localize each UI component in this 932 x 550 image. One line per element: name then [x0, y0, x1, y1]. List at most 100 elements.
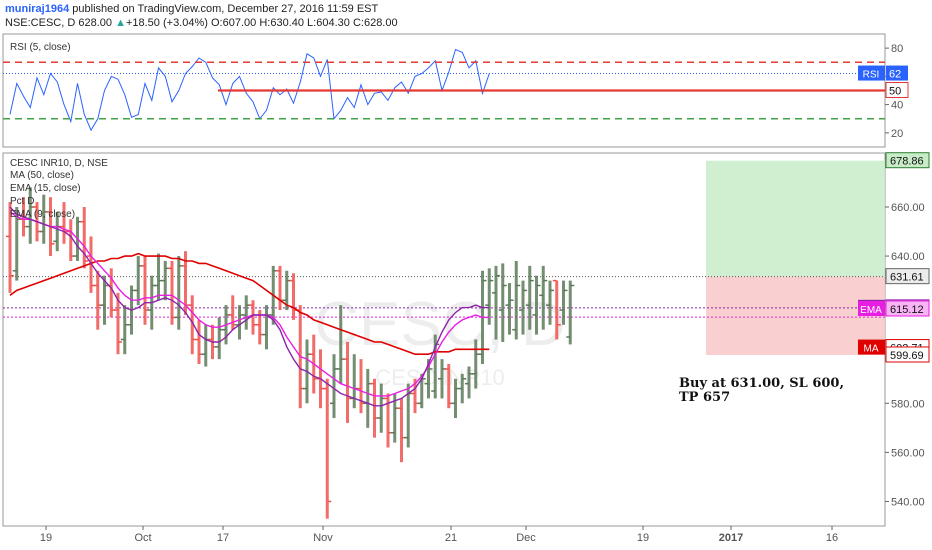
publish-line: muniraj1964 published on TradingView.com… [5, 3, 378, 15]
ohlc-bar[interactable] [242, 295, 251, 330]
ohlc-bar[interactable] [114, 292, 122, 355]
watermark-sub: CESC INR10 [375, 365, 505, 390]
bar-range [28, 187, 32, 244]
ohlc-bar[interactable] [174, 256, 183, 330]
bar-range [116, 292, 120, 355]
y-tick-label: 540.00 [891, 496, 925, 508]
ohlc-bar[interactable] [552, 279, 561, 340]
ohlc-bar[interactable] [492, 265, 500, 340]
high-label: H: [259, 17, 271, 29]
ema9-line [9, 206, 490, 407]
ohlc-bar[interactable] [505, 283, 514, 335]
ohlc-bar[interactable] [519, 280, 527, 335]
ohlc-bar[interactable] [6, 202, 14, 293]
bar-range [8, 202, 12, 293]
y-tick-label: 560.00 [891, 447, 925, 459]
price-change: +18.50 (+3.04%) [125, 17, 208, 29]
ohlc-bar[interactable] [532, 275, 541, 335]
price-label-stop: 599.69 [885, 346, 930, 363]
ohlc-bar[interactable] [525, 265, 534, 330]
ohlc-bar[interactable] [201, 324, 210, 367]
ohlc-bar[interactable] [120, 305, 129, 355]
rsi-title[interactable]: RSI (5, close) [10, 42, 71, 53]
bar-range [251, 300, 255, 335]
ohlc-bar[interactable] [458, 373, 467, 404]
x-tick-label: 21 [445, 532, 457, 544]
y-tick-label: 580.00 [891, 398, 925, 410]
ohlc-bar[interactable] [262, 305, 271, 350]
ohlc-bar[interactable] [195, 319, 203, 365]
y-tick-label: 660.00 [891, 202, 925, 214]
bar-range [433, 334, 437, 399]
low-value: 604.30 [316, 17, 350, 29]
bar-range [123, 305, 127, 355]
ohlc-bar[interactable] [377, 383, 386, 433]
x-tick-label: Nov [313, 532, 333, 544]
indicator-pctd[interactable]: Pct D [10, 196, 35, 207]
ohlc-bar[interactable] [289, 273, 298, 320]
price-label-tag-text: MA [864, 344, 879, 355]
indicator-ma[interactable]: MA (50, close) [10, 170, 74, 181]
bar-range [494, 265, 498, 340]
x-tick-label: 2017 [719, 532, 743, 544]
bar-range [231, 295, 235, 330]
indicator-ema9[interactable]: EMA (9, close) [10, 209, 76, 220]
bar-range [386, 393, 390, 448]
bar-range [170, 260, 174, 325]
bar-range [467, 366, 471, 399]
price-label-ema15: 615.12 EMA [858, 300, 930, 317]
ohlc-bar[interactable] [276, 265, 284, 311]
ohlc-bar[interactable] [424, 359, 433, 399]
indicator-ema15[interactable]: EMA (15, close) [10, 183, 81, 194]
ohlc-bar[interactable] [80, 206, 89, 269]
bar-range [366, 368, 370, 428]
rsi-midline-value: 50 [889, 86, 901, 98]
close-value: 628.00 [363, 17, 398, 29]
bar-range [89, 236, 93, 293]
bar-range [109, 268, 113, 318]
ohlc-bar[interactable] [188, 295, 197, 355]
bar-range [501, 263, 505, 342]
ohlc-bar[interactable] [498, 263, 507, 342]
rsi-tick-label: 80 [891, 43, 903, 55]
ohlc-bar[interactable] [161, 260, 170, 301]
watermark: CESC, D [314, 290, 565, 359]
ohlc-bar[interactable] [559, 280, 568, 325]
price-title[interactable]: CESC INR10, D, NSE [10, 158, 108, 169]
bar-range [521, 280, 525, 335]
ohlc-bar[interactable] [512, 260, 521, 340]
up-arrow-icon: ▲ [115, 17, 126, 29]
ohlc-bar[interactable] [93, 270, 102, 330]
ohlc-bar[interactable] [323, 378, 332, 519]
symbol-label[interactable]: NSE:CESC, D [5, 17, 76, 29]
ohlc-bar[interactable] [154, 253, 163, 301]
price-label-entry: 631.61 [885, 268, 930, 285]
ohlc-bar[interactable] [363, 368, 372, 428]
bar-range [568, 280, 572, 345]
rsi-badge-tag [858, 65, 885, 81]
ohlc-bar[interactable] [539, 265, 548, 330]
author-link[interactable]: muniraj1964 [5, 3, 70, 15]
last-price: 628.00 [78, 17, 113, 29]
ohlc-bar[interactable] [566, 280, 575, 345]
y-tick-label: 640.00 [891, 251, 925, 263]
price-label-box [885, 300, 930, 317]
price-label-value: 599.69 [890, 350, 924, 362]
bar-range [55, 211, 59, 252]
ohlc-bar[interactable] [168, 260, 176, 325]
ohlc-bar[interactable] [546, 280, 554, 325]
bar-range [325, 378, 329, 519]
ohlc-bar[interactable] [134, 256, 143, 306]
ohlc-bar[interactable] [215, 317, 224, 360]
quote-line: NSE:CESC, D 628.00 ▲+18.50 (+3.04%) O:60… [5, 17, 398, 29]
price-label-box [885, 152, 930, 169]
ohlc-bar[interactable] [397, 398, 406, 463]
bar-range [400, 398, 403, 463]
price-label-target: 678.86 [885, 152, 930, 169]
bar-range [69, 219, 73, 261]
bar-range [562, 280, 565, 325]
ohlc-bar[interactable] [141, 256, 149, 325]
ohlc-bar[interactable] [357, 359, 365, 414]
ohlc-bar[interactable] [485, 268, 494, 325]
